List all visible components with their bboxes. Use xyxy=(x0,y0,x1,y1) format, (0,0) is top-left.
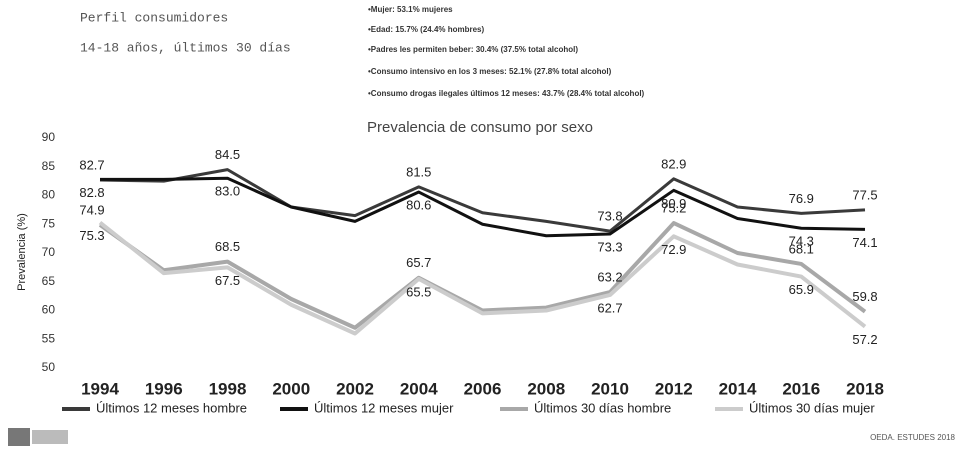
x-tick-label: 2014 xyxy=(719,379,757,398)
y-tick-label: 75 xyxy=(42,216,56,230)
x-tick-label: 1994 xyxy=(81,379,119,398)
data-label: 65.7 xyxy=(406,255,431,270)
data-label: 65.9 xyxy=(789,282,814,297)
y-tick-label: 85 xyxy=(42,159,56,173)
bullet: •Mujer: 53.1% mujeres xyxy=(368,5,453,14)
data-label: 68.5 xyxy=(215,239,240,254)
x-tick-label: 2010 xyxy=(591,379,629,398)
data-label: 59.8 xyxy=(852,289,877,304)
legend-label: Últimos 30 días mujer xyxy=(749,400,875,415)
data-label: 74.3 xyxy=(789,234,814,249)
header-title: Perfil consumidores xyxy=(80,10,228,25)
series-line xyxy=(100,176,866,238)
data-label: 62.7 xyxy=(597,300,622,315)
data-label: 74.1 xyxy=(852,235,877,250)
x-tick-label: 2018 xyxy=(846,379,884,398)
y-axis-label: Prevalencia (%) xyxy=(16,213,28,291)
data-label: 84.5 xyxy=(215,147,240,162)
legend-label: Últimos 12 meses hombre xyxy=(96,400,247,415)
logo xyxy=(32,430,68,444)
data-label: 67.5 xyxy=(215,273,240,288)
y-tick-label: 70 xyxy=(42,245,56,259)
y-tick-label: 55 xyxy=(42,331,56,345)
bullet: •Consumo intensivo en los 3 meses: 52.1%… xyxy=(368,67,612,76)
legend-label: Últimos 12 meses mujer xyxy=(314,400,454,415)
logo xyxy=(8,428,30,446)
data-label: 80.9 xyxy=(661,196,686,211)
data-label: 83.0 xyxy=(215,184,240,199)
header-subtitle: 14-18 años, últimos 30 días xyxy=(80,40,291,55)
data-label: 63.2 xyxy=(597,270,622,285)
data-label: 75.3 xyxy=(79,228,104,243)
y-tick-label: 50 xyxy=(42,360,56,374)
y-tick-label: 80 xyxy=(42,188,56,202)
data-label: 76.9 xyxy=(789,191,814,206)
data-label: 68.1 xyxy=(789,241,814,256)
x-tick-label: 2000 xyxy=(272,379,310,398)
y-tick-label: 60 xyxy=(42,303,56,317)
data-label: 80.6 xyxy=(406,197,431,212)
data-label: 77.5 xyxy=(852,187,877,202)
series-line xyxy=(99,168,866,233)
data-label: 72.9 xyxy=(661,242,686,257)
data-label: 57.2 xyxy=(852,332,877,347)
x-tick-label: 2008 xyxy=(527,379,565,398)
data-label: 81.5 xyxy=(406,164,431,179)
bullet: •Consumo drogas ilegales últimos 12 mese… xyxy=(368,89,645,98)
x-tick-label: 1998 xyxy=(209,379,247,398)
data-label: 82.7 xyxy=(79,157,104,172)
x-tick-label: 2004 xyxy=(400,379,438,398)
x-tick-label: 2016 xyxy=(782,379,820,398)
x-tick-label: 2006 xyxy=(464,379,502,398)
x-tick-label: 2002 xyxy=(336,379,374,398)
data-label: 73.3 xyxy=(597,239,622,254)
x-tick-label: 2012 xyxy=(655,379,693,398)
data-label: 65.5 xyxy=(406,284,431,299)
legend-label: Últimos 30 días hombre xyxy=(534,400,671,415)
data-label: 75.2 xyxy=(661,201,686,216)
bullet: •Edad: 15.7% (24.4% hombres) xyxy=(368,25,485,34)
data-label: 73.8 xyxy=(597,209,622,224)
data-label: 82.9 xyxy=(661,156,686,171)
y-tick-label: 65 xyxy=(42,274,56,288)
y-tick-label: 90 xyxy=(42,130,56,144)
data-label: 82.8 xyxy=(79,185,104,200)
series-line xyxy=(98,220,867,336)
series-line xyxy=(98,221,867,330)
bullet: •Padres les permiten beber: 30.4% (37.5%… xyxy=(368,45,578,54)
x-tick-label: 1996 xyxy=(145,379,183,398)
chart-title: Prevalencia de consumo por sexo xyxy=(367,119,593,136)
source: OEDA. ESTUDES 2018 xyxy=(870,433,955,442)
data-label: 74.9 xyxy=(79,202,104,217)
